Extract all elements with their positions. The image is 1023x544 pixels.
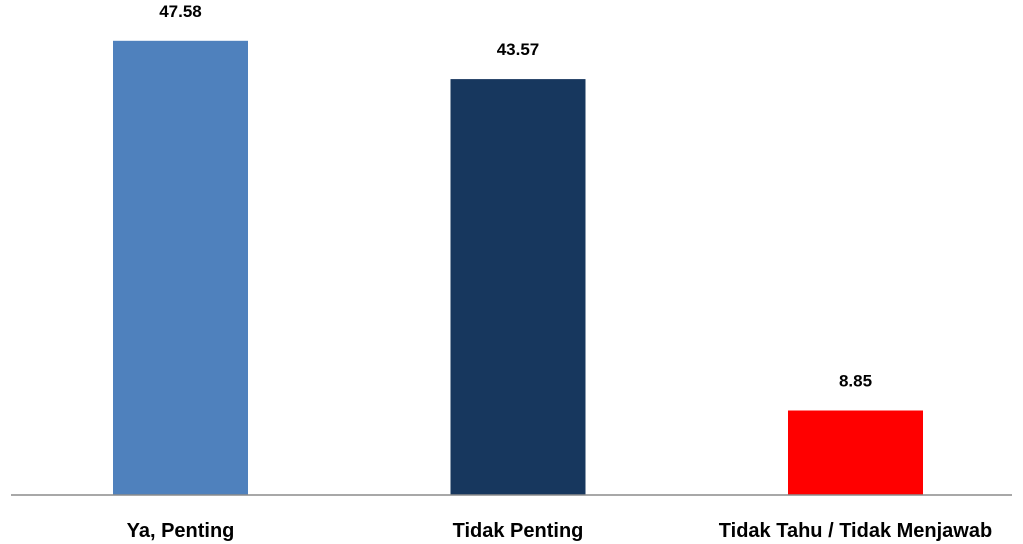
category-label-0: Ya, Penting (127, 520, 235, 542)
bar-2 (788, 410, 923, 495)
bars-group (113, 40, 923, 496)
value-label-2: 8.85 (839, 372, 872, 391)
value-label-0: 47.58 (159, 2, 202, 21)
category-label-2: Tidak Tahu / Tidak Menjawab (719, 520, 992, 542)
bar-0 (113, 40, 248, 496)
value-labels-group: 47.58 43.57 8.85 (159, 2, 872, 391)
bar-1 (450, 79, 586, 495)
category-labels-group: Ya, Penting Tidak Penting Tidak Tahu / Tid… (127, 520, 993, 542)
category-label-1: Tidak Penting (453, 520, 584, 542)
value-label-1: 43.57 (497, 40, 540, 59)
